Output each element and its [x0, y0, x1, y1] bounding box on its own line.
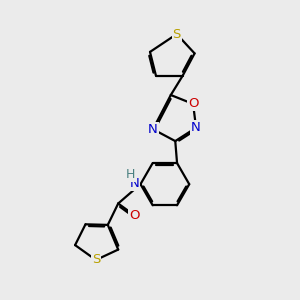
Text: H: H — [125, 168, 135, 181]
Text: S: S — [172, 28, 181, 40]
Text: O: O — [129, 209, 140, 222]
Text: N: N — [191, 121, 201, 134]
Text: N: N — [148, 123, 158, 136]
Text: S: S — [92, 254, 100, 266]
Text: N: N — [129, 177, 139, 190]
Text: O: O — [188, 98, 198, 110]
